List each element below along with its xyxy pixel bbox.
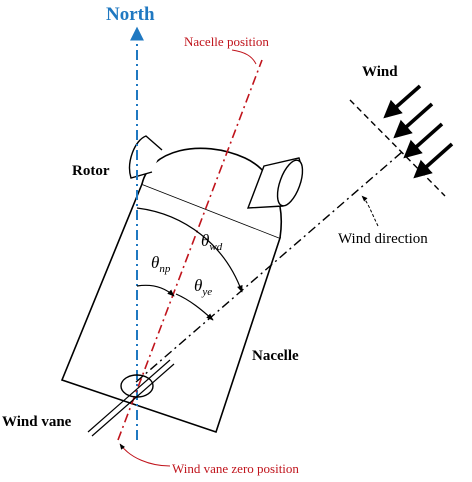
wind-vane-zero-leader: [120, 444, 170, 466]
north-label: North: [106, 4, 155, 25]
rotor-label: Rotor: [72, 163, 110, 179]
wind-front-line: [350, 100, 445, 196]
wind-vane-label: Wind vane: [2, 414, 72, 430]
theta-np-subscript: np: [159, 263, 171, 275]
wind-direction-leader: [362, 196, 378, 226]
theta-ye-subscript: ye: [201, 286, 212, 298]
nacelle-position-label: Nacelle position: [184, 34, 269, 49]
wind-direction-label: Wind direction: [338, 231, 428, 247]
theta-wd-subscript: wd: [209, 241, 222, 253]
theta-np-symbol: θ: [151, 253, 159, 272]
wind-vane-zero-position-label: Wind vane zero position: [172, 461, 299, 476]
wind-label: Wind: [362, 64, 398, 80]
nacelle-label: Nacelle: [252, 348, 299, 364]
wind-arrows: [386, 86, 452, 176]
theta-ye-symbol: θ: [194, 276, 202, 295]
theta-wd-symbol: θ: [201, 231, 209, 250]
nacelle-position-leader: [232, 50, 256, 64]
